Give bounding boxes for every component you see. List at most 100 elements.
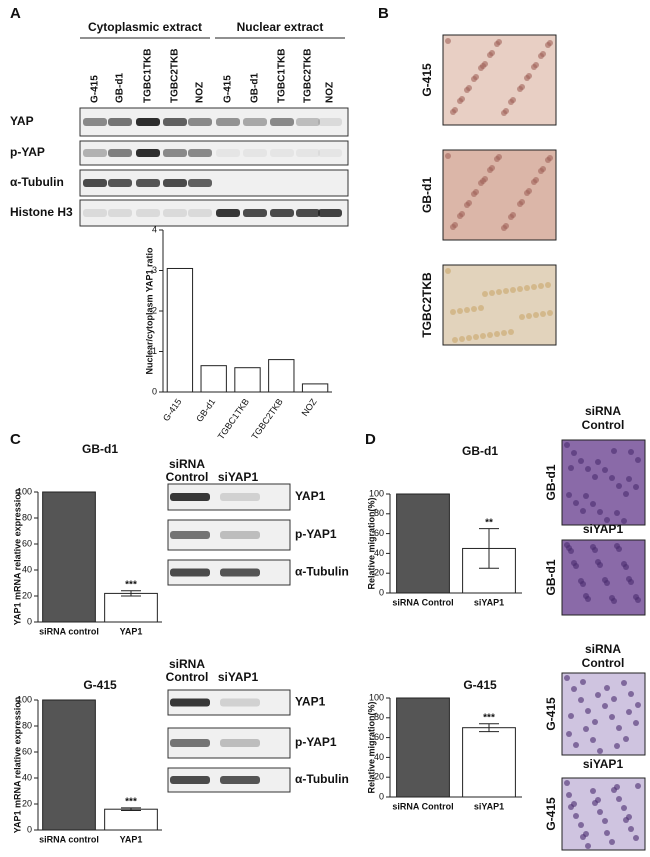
blot-header: Nuclear extract — [237, 20, 324, 34]
y-tick-label: 20 — [374, 772, 384, 782]
blot-band — [188, 118, 212, 126]
x-tick-label: siYAP1 — [474, 597, 504, 607]
cell — [635, 597, 641, 603]
blot-band — [216, 209, 240, 217]
image-header: siYAP1 — [583, 522, 624, 536]
lane-label: NOZ — [325, 82, 336, 103]
cell — [566, 792, 572, 798]
cell — [494, 331, 500, 337]
x-tick-label: NOZ — [300, 396, 319, 418]
cell — [545, 42, 551, 48]
cell — [633, 835, 639, 841]
lane-label: TGBC1TKB — [143, 49, 154, 103]
cell — [568, 548, 574, 554]
cell — [592, 547, 598, 553]
cell — [564, 442, 570, 448]
blot-band — [270, 118, 294, 126]
blot-band — [220, 776, 260, 784]
cell — [604, 517, 610, 523]
cell — [524, 75, 530, 81]
cell — [626, 709, 632, 715]
cell — [547, 310, 553, 316]
cell — [452, 337, 458, 343]
chart-title: GB-d1 — [82, 442, 118, 456]
blot-band — [318, 118, 342, 126]
cell — [578, 822, 584, 828]
y-tick-label: 60 — [374, 732, 384, 742]
y-tick-label: 0 — [379, 587, 384, 597]
row-label: α-Tubulin — [10, 175, 64, 189]
cell — [621, 680, 627, 686]
chart-title: G-415 — [463, 678, 497, 692]
row-label: p-YAP1 — [295, 735, 337, 749]
image-label: G-415 — [420, 63, 434, 97]
y-tick-label: 3 — [152, 265, 157, 275]
blot-band — [243, 149, 267, 157]
image-header: siRNA — [585, 404, 621, 418]
cell — [623, 736, 629, 742]
micrograph — [442, 264, 557, 346]
blot-band — [220, 531, 260, 539]
cell — [635, 457, 641, 463]
y-axis-label: Nuclear/cytoplasm YAP1 ratio — [144, 247, 154, 375]
cell — [489, 290, 495, 296]
cell — [487, 332, 493, 338]
y-tick-label: 20 — [22, 590, 32, 600]
bar — [166, 267, 194, 393]
cell — [457, 213, 463, 219]
cell — [616, 546, 622, 552]
blot-band — [83, 149, 107, 157]
cell — [602, 703, 608, 709]
x-tick-label: siRNA Control — [392, 597, 453, 607]
cell — [621, 518, 627, 524]
row-label: YAP1 — [295, 695, 326, 709]
cell — [616, 796, 622, 802]
cell — [478, 180, 484, 186]
cell — [538, 283, 544, 289]
blot-band — [220, 698, 260, 707]
image-label: G-415 — [544, 797, 558, 831]
cell — [595, 459, 601, 465]
cell — [564, 780, 570, 786]
blot-band — [136, 179, 160, 187]
cell — [496, 289, 502, 295]
blot-band — [216, 149, 240, 157]
cell — [571, 450, 577, 456]
chart-title: GB-d1 — [462, 444, 498, 458]
cell — [480, 333, 486, 339]
blot-header: siYAP1 — [218, 670, 259, 684]
cell — [540, 311, 546, 317]
cell — [585, 843, 591, 849]
cell — [501, 225, 507, 231]
panel-label: A — [10, 5, 21, 22]
cell — [494, 41, 500, 47]
blot-band — [163, 149, 187, 157]
blot-band — [108, 149, 132, 157]
y-tick-label: 40 — [374, 752, 384, 762]
x-tick-label: TGBC2TKB — [249, 397, 284, 442]
cell — [597, 809, 603, 815]
blot-header: Cytoplasmic extract — [88, 20, 202, 34]
blot-header: siYAP1 — [218, 470, 259, 484]
cell — [580, 834, 586, 840]
y-tick-label: 80 — [374, 712, 384, 722]
bar — [462, 727, 516, 798]
cell — [510, 287, 516, 293]
cell — [628, 826, 634, 832]
cell — [450, 224, 456, 230]
blot-band — [108, 209, 132, 217]
cell — [573, 563, 579, 569]
y-axis-label: Relative migration(%) — [366, 497, 376, 589]
cell — [508, 99, 514, 105]
blot-band — [170, 698, 210, 707]
micrograph — [442, 149, 557, 241]
blot-band — [188, 149, 212, 157]
cell — [564, 675, 570, 681]
cell — [568, 804, 574, 810]
cell — [609, 839, 615, 845]
cell — [464, 202, 470, 208]
cell — [531, 179, 537, 185]
y-tick-label: 2 — [152, 305, 157, 315]
cell — [616, 725, 622, 731]
y-tick-label: 80 — [374, 508, 384, 518]
